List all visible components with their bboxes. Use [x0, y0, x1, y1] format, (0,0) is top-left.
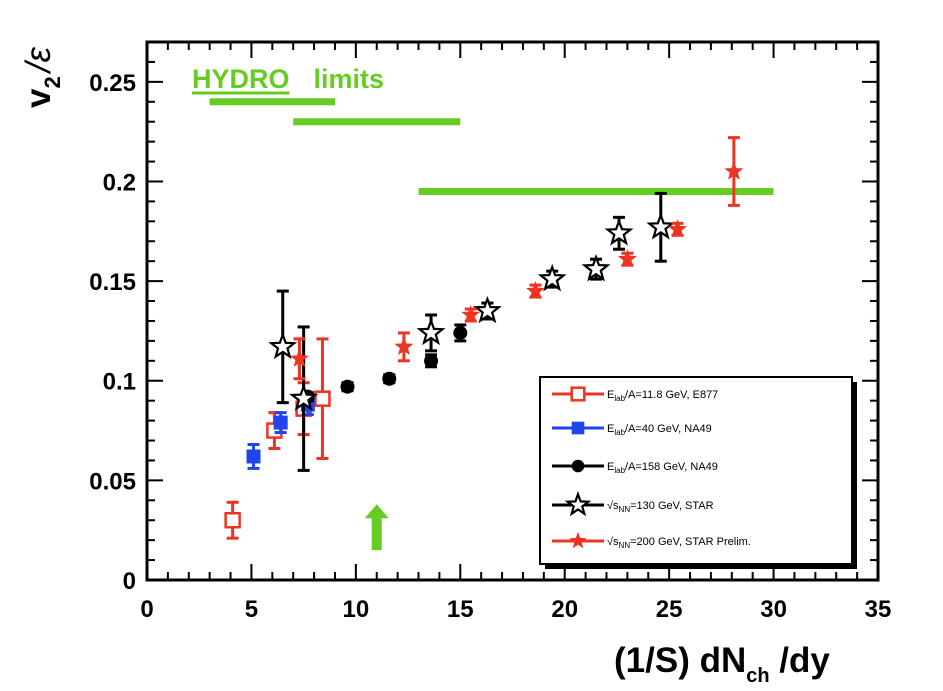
data-point: [382, 371, 397, 386]
legend-label-sub: lab: [614, 466, 625, 475]
arrow-shaft: [371, 516, 382, 551]
hydro-label: HYDRO limits: [192, 64, 384, 94]
legend-label-sub: lab: [614, 394, 625, 403]
x-axis-title: (1/S) dNch /dy: [614, 641, 830, 687]
legend-label: Elab/A=158 GeV, NA49: [607, 461, 718, 475]
data-point: [724, 161, 744, 180]
data-point: [314, 390, 331, 407]
hydro-arrow: [364, 504, 389, 551]
legend-label: √sNN=130 GeV, STAR: [607, 500, 714, 514]
legend-label-main: E: [607, 423, 614, 435]
legend-label-sub: NN: [619, 505, 631, 514]
legend-label: √sNN=200 GeV, STAR Prelim.: [607, 536, 751, 550]
legend-marker: [564, 490, 592, 517]
tick-labels: 0 5 10 15 20 25 30 35 0 0.05 0.1 0.15 0.2 0.25: [89, 70, 891, 623]
data-point: [537, 263, 567, 292]
x-tick-label: 20: [551, 596, 578, 623]
data-series: [224, 136, 744, 540]
legend-item: Elab/A=40 GeV, NA49: [552, 421, 712, 437]
x-axis-title-sub: ch: [746, 665, 769, 687]
series-4: [290, 136, 744, 381]
data-point: [461, 305, 481, 324]
data-point: [526, 281, 545, 300]
data-point: [646, 212, 676, 240]
legend-item: √sNN=200 GeV, STAR Prelim.: [552, 532, 751, 550]
x-tick-label: 25: [656, 596, 683, 623]
series-3: [268, 191, 676, 472]
legend-item: √sNN=130 GeV, STAR: [552, 490, 714, 517]
x-tick-label: 15: [447, 596, 474, 623]
y-tick-label: 0.05: [89, 468, 136, 495]
legend-label-main: E: [607, 461, 614, 473]
legend-label-sub: NN: [619, 541, 631, 550]
legend-label-sub: lab: [614, 428, 625, 437]
x-axis-title-main: (1/S) dN: [614, 641, 746, 680]
x-tick-label: 35: [865, 596, 892, 623]
legend-label: Elab/A=40 GeV, NA49: [607, 423, 712, 437]
x-tick-label: 5: [245, 596, 258, 623]
data-point: [668, 219, 687, 238]
legend-label-main: E: [607, 389, 614, 401]
arrow-head: [364, 504, 389, 519]
data-point: [340, 379, 355, 394]
legend-label-tail: =130 GeV, STAR: [630, 500, 714, 512]
legend-item: Elab/A=11.8 GeV, E877: [552, 386, 718, 403]
limits-word: limits: [314, 64, 385, 94]
legend-marker: [569, 532, 587, 549]
y-tick-label: 0: [123, 568, 136, 595]
data-point: [472, 295, 502, 324]
y-axis-title-v: v: [19, 88, 58, 108]
y-tick-label: 0.2: [103, 169, 136, 196]
data-point: [604, 218, 634, 246]
y-tick-label: 0.15: [89, 269, 136, 296]
data-point: [581, 254, 611, 282]
plot-frame: [145, 40, 880, 582]
data-point: [290, 348, 309, 367]
legend-label-tail: /A=11.8 GeV, E877: [625, 389, 718, 401]
legend-marker: [570, 386, 586, 402]
data-point: [273, 415, 288, 430]
legend-label-tail: /A=40 GeV, NA49: [625, 423, 712, 435]
hydro-limit-lines: [192, 91, 774, 195]
data-point: [394, 336, 414, 355]
legend-label-tail: =200 GeV, STAR Prelim.: [630, 536, 751, 548]
data-point: [268, 331, 298, 360]
legend-label: Elab/A=11.8 GeV, E877: [607, 389, 718, 403]
data-point: [246, 449, 261, 464]
hydro-word: HYDRO: [192, 64, 290, 94]
x-tick-label: 10: [343, 596, 370, 623]
x-axis-title-tail: /dy: [770, 641, 831, 680]
data-point: [416, 317, 446, 346]
x-tick-label: 0: [140, 596, 153, 623]
legend-item: Elab/A=158 GeV, NA49: [552, 459, 718, 475]
y-tick-label: 0.1: [103, 369, 136, 396]
data-point: [224, 511, 241, 529]
legend-label-tail: /A=158 GeV, NA49: [625, 461, 718, 473]
y-axis-title-tail: /ε: [19, 47, 58, 75]
axis-ticks: [146, 41, 879, 581]
legend-box: [539, 376, 853, 565]
data-point: [453, 325, 468, 340]
data-point: [424, 353, 439, 368]
data-point: [617, 249, 637, 268]
x-tick-label: 30: [760, 596, 787, 623]
series-1: [246, 393, 315, 470]
legend-marker: [571, 421, 585, 435]
y-axis-title-sub: 2: [40, 76, 65, 88]
y-tick-label: 0.25: [89, 70, 136, 97]
legend-marker: [571, 459, 585, 473]
data-point: [289, 383, 319, 411]
y-axis-title: v2/ε: [19, 47, 65, 108]
legend-label-main: √s: [607, 536, 619, 548]
legend-label-main: √s: [607, 500, 619, 512]
